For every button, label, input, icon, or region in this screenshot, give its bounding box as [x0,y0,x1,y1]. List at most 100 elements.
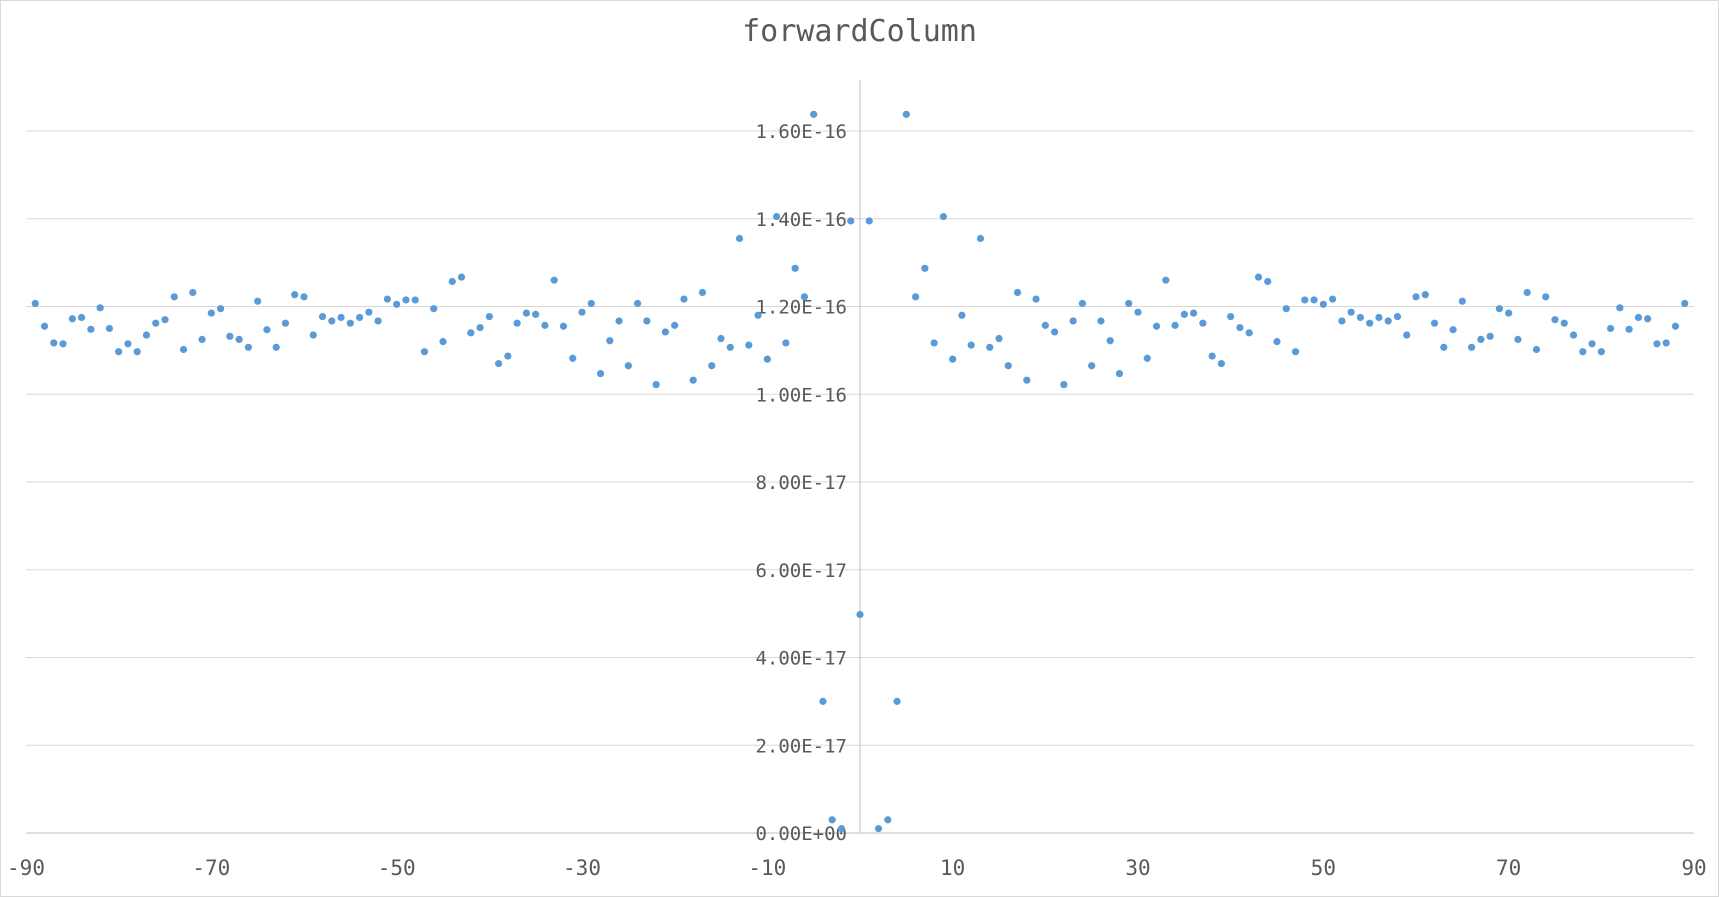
data-point [1449,326,1457,334]
data-point [198,335,206,344]
data-point [1560,319,1568,327]
data-point [179,345,188,354]
data-point [1523,288,1531,297]
data-point [1551,316,1559,324]
y-tick-label: 8.00E-17 [755,472,847,494]
data-point [1347,308,1355,316]
data-point [671,321,679,329]
y-tick-label: 1.60E-16 [755,121,847,143]
data-point [847,217,855,225]
data-point [1597,348,1605,356]
data-point [1236,323,1244,332]
data-point [976,234,985,243]
x-tick-label: -90 [7,856,45,880]
data-point [1078,299,1086,308]
data-point [874,825,883,833]
data-point [1041,321,1049,329]
data-point [578,308,586,316]
data-point [1106,337,1114,345]
data-point [402,296,410,304]
data-point [207,309,215,317]
data-point [550,276,558,284]
y-tick-label: 2.00E-17 [755,735,847,757]
data-point [837,825,846,833]
data-point [1291,348,1300,356]
data-point [1310,296,1318,304]
x-tick-label: -30 [563,856,601,880]
data-point [782,339,790,347]
data-point [1134,308,1142,316]
data-point [133,348,141,356]
data-point [1579,348,1587,356]
data-point [1412,293,1420,301]
data-point [1440,343,1448,351]
data-point [1199,319,1207,327]
data-point [411,296,419,304]
data-point [1023,376,1031,384]
data-point [448,277,456,286]
data-point [96,304,104,312]
data-point [569,354,577,362]
data-point [78,313,86,322]
data-point [1607,324,1615,333]
data-point [1115,370,1124,378]
data-point [745,341,753,349]
data-point [1069,317,1077,325]
data-point [467,329,475,337]
data-point [281,319,290,327]
data-point [476,323,484,332]
data-point [235,335,243,344]
data-point [698,288,707,297]
data-point [142,331,151,339]
data-point [1097,317,1105,325]
data-point [1458,297,1466,305]
data-point [1644,315,1652,323]
data-point [1254,273,1263,281]
data-point [356,313,364,322]
y-tick-label: 1.40E-16 [755,209,847,231]
data-point [949,355,957,363]
data-point [244,343,252,351]
data-point [1180,310,1188,318]
data-point [31,299,39,308]
data-point [124,340,132,348]
x-tick-label: 70 [1496,856,1521,880]
data-point [1338,317,1346,325]
data-point [1616,304,1624,312]
data-point [152,319,160,327]
x-tick-label: -50 [378,856,416,880]
data-point [596,370,605,378]
data-point [735,234,744,243]
data-point [1468,343,1476,351]
data-point [1088,362,1096,370]
data-point [754,311,762,319]
data-point [708,362,716,370]
data-point [587,299,595,308]
data-point [1171,321,1179,329]
data-point [50,339,58,347]
data-point [374,317,382,325]
data-point [1273,338,1281,346]
data-point [1403,331,1411,339]
data-point [615,317,623,325]
axes [26,80,1694,834]
y-tick-label: 4.00E-17 [755,648,847,670]
data-point [272,343,280,351]
data-point [800,293,809,301]
data-point [87,325,95,333]
data-point [485,312,493,321]
data-point [383,295,391,303]
data-point [1634,313,1642,322]
data-point [726,343,734,351]
data-point [810,110,818,118]
data-point [1588,340,1596,348]
data-point [1542,293,1550,301]
data-point [1514,335,1522,344]
data-point [819,697,827,705]
data-point [717,334,725,343]
data-point [958,311,966,319]
data-point [68,315,76,323]
data-point [1060,380,1068,389]
data-point [1375,313,1383,322]
